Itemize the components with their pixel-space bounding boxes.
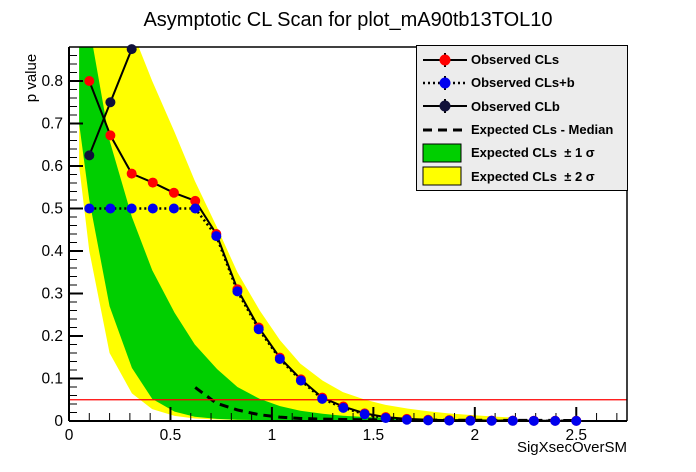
x-tick-label: 2 <box>471 427 480 444</box>
series-markers-observed-cls-b <box>84 203 582 426</box>
data-point-marker <box>168 203 179 214</box>
legend-marker-expected-1sigma-icon <box>421 142 471 164</box>
band-2sigma <box>79 47 514 421</box>
y-tick-label: 0.5 <box>41 201 63 218</box>
data-point-marker <box>401 414 412 425</box>
data-point-marker <box>571 415 582 426</box>
legend-marker-expected-2sigma-icon <box>421 165 471 187</box>
data-point-marker <box>147 203 158 214</box>
y-tick-label: 0.6 <box>41 158 63 175</box>
data-point-marker <box>105 203 116 214</box>
y-tick-label: 0.1 <box>41 371 63 388</box>
legend-marker-observed-clsb-icon <box>421 72 471 94</box>
data-point-marker <box>295 375 306 386</box>
data-point-marker <box>211 231 222 242</box>
data-point-marker <box>423 415 434 426</box>
data-point-marker <box>105 97 116 108</box>
legend-label: Expected CLs - Median <box>471 122 614 138</box>
data-point-marker <box>105 130 116 141</box>
y-tick-label: 0.8 <box>41 73 63 90</box>
x-tick-label: 0 <box>65 427 74 444</box>
data-point-marker <box>147 177 158 188</box>
data-point-marker <box>507 415 518 426</box>
legend-marker-expected-median-icon <box>421 119 471 141</box>
x-axis-title: SigXsecOverSM <box>516 439 627 456</box>
legend-glyph <box>422 166 462 186</box>
x-tick-label: 1 <box>268 427 277 444</box>
legend-glyph <box>423 128 467 132</box>
legend-label: Expected CLs ± 1 σ <box>471 145 595 161</box>
legend-label: Observed CLs+b <box>471 75 575 91</box>
data-point-marker <box>317 393 328 404</box>
data-point-marker <box>190 203 201 214</box>
data-point-marker <box>338 402 349 413</box>
data-point-marker <box>126 203 137 214</box>
legend-glyph <box>423 99 467 114</box>
legend-glyph <box>423 75 467 90</box>
y-tick-label: 0.2 <box>41 328 63 345</box>
legend-item-observed-clsb: Observed CLs+b <box>417 71 627 94</box>
data-point-marker <box>359 409 370 420</box>
series-markers-observed-clb <box>84 44 137 161</box>
y-tick-label: 0.7 <box>41 116 63 133</box>
data-point-marker <box>126 44 137 55</box>
data-point-marker <box>444 415 455 426</box>
data-point-marker <box>168 187 179 198</box>
legend-item-observed-cls: Observed CLs <box>417 48 627 71</box>
chart-title: Asymptotic CL Scan for plot_mA90tb13TOL1… <box>143 9 553 31</box>
data-point-marker <box>274 353 285 364</box>
legend: Observed CLs Observed CLs+b Observed CLb… <box>416 45 628 191</box>
data-point-marker <box>84 76 95 86</box>
legend-glyph <box>422 143 462 163</box>
y-tick-label: 0.4 <box>41 243 63 260</box>
data-point-marker <box>84 203 95 214</box>
legend-glyph <box>423 52 467 67</box>
x-tick-label: 0.5 <box>160 427 182 444</box>
legend-item-expected-1sigma: Expected CLs ± 1 σ <box>417 141 627 164</box>
data-point-marker <box>465 415 476 426</box>
y-tick-label: 0 <box>54 413 63 430</box>
data-point-marker <box>190 195 201 206</box>
legend-item-expected-2sigma: Expected CLs ± 2 σ <box>417 165 627 188</box>
data-point-marker <box>84 150 95 161</box>
y-tick-label: 0.3 <box>41 286 63 303</box>
series-line-observed-clb <box>88 47 134 156</box>
x-tick-label: 2.5 <box>565 427 587 444</box>
data-point-marker <box>126 168 137 179</box>
data-point-marker <box>380 413 391 424</box>
data-point-marker <box>528 415 539 426</box>
y-axis-title: p value <box>23 53 40 103</box>
legend-item-expected-median: Expected CLs - Median <box>417 118 627 141</box>
data-point-marker <box>550 415 561 426</box>
data-point-marker <box>486 415 497 426</box>
data-point-marker <box>232 286 243 297</box>
legend-label: Observed CLs <box>471 52 560 68</box>
legend-marker-observed-cls-icon <box>421 49 471 71</box>
legend-marker-observed-clb-icon <box>421 95 471 117</box>
x-tick-label: 1.5 <box>363 427 385 444</box>
legend-label: Observed CLb <box>471 98 560 114</box>
legend-item-observed-clb: Observed CLb <box>417 95 627 118</box>
legend-label: Expected CLs ± 2 σ <box>471 168 595 184</box>
axis-ticks: 0 0.5 1 1.5 2 2.5 0 0.1 0.2 0.3 0.4 0.5 0.6 0.7 0.8 <box>41 55 618 444</box>
data-point-marker <box>253 324 264 335</box>
